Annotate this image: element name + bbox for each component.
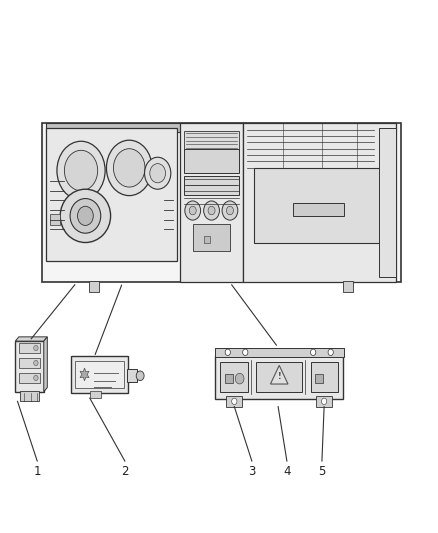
Circle shape — [311, 349, 316, 356]
Circle shape — [34, 345, 38, 351]
Bar — [20, 391, 39, 401]
Bar — [193, 224, 230, 251]
Bar — [226, 396, 242, 407]
Circle shape — [204, 201, 219, 220]
Circle shape — [235, 373, 244, 384]
Text: 3: 3 — [248, 465, 255, 478]
FancyBboxPatch shape — [46, 128, 177, 261]
Bar — [343, 281, 353, 292]
Circle shape — [34, 360, 38, 366]
Ellipse shape — [70, 199, 101, 233]
FancyBboxPatch shape — [42, 123, 401, 282]
Bar — [254, 168, 383, 243]
Bar — [184, 176, 239, 195]
Text: !: ! — [277, 372, 281, 381]
Text: 4: 4 — [283, 465, 291, 478]
Circle shape — [64, 150, 98, 191]
Polygon shape — [80, 368, 89, 381]
Bar — [46, 123, 396, 132]
Circle shape — [113, 149, 145, 187]
Bar — [50, 214, 60, 225]
Polygon shape — [270, 366, 288, 384]
FancyBboxPatch shape — [71, 356, 128, 393]
Circle shape — [243, 349, 248, 356]
Bar — [184, 131, 239, 152]
Bar — [379, 128, 396, 277]
Circle shape — [185, 201, 201, 220]
Bar — [204, 236, 210, 243]
FancyBboxPatch shape — [215, 356, 343, 399]
Circle shape — [189, 206, 196, 215]
Bar — [184, 149, 239, 173]
Polygon shape — [44, 337, 47, 392]
Bar — [19, 373, 40, 383]
Bar — [19, 343, 40, 353]
FancyBboxPatch shape — [243, 123, 396, 282]
Bar — [316, 396, 332, 407]
Polygon shape — [15, 337, 47, 341]
FancyBboxPatch shape — [180, 123, 243, 282]
Bar — [220, 362, 248, 392]
Text: 2: 2 — [121, 465, 129, 478]
Bar — [75, 361, 124, 388]
Circle shape — [57, 141, 105, 200]
FancyBboxPatch shape — [15, 341, 44, 392]
Bar — [293, 203, 344, 216]
Bar — [89, 281, 99, 292]
Bar — [256, 362, 302, 392]
Bar — [215, 348, 344, 357]
Circle shape — [222, 201, 238, 220]
Circle shape — [136, 371, 144, 381]
Bar — [225, 374, 233, 383]
Circle shape — [78, 206, 93, 225]
Circle shape — [328, 349, 333, 356]
Circle shape — [150, 164, 166, 183]
Circle shape — [232, 398, 237, 405]
Bar — [315, 374, 323, 383]
Circle shape — [225, 349, 230, 356]
Text: 1: 1 — [33, 465, 41, 478]
Bar — [311, 362, 338, 392]
Circle shape — [321, 398, 327, 405]
Bar — [90, 391, 101, 398]
Circle shape — [145, 157, 171, 189]
Bar — [127, 369, 137, 382]
Text: 5: 5 — [318, 465, 325, 478]
Circle shape — [208, 206, 215, 215]
Circle shape — [226, 206, 233, 215]
Circle shape — [34, 375, 38, 381]
Bar — [19, 358, 40, 368]
Circle shape — [106, 140, 152, 196]
Ellipse shape — [60, 189, 110, 243]
